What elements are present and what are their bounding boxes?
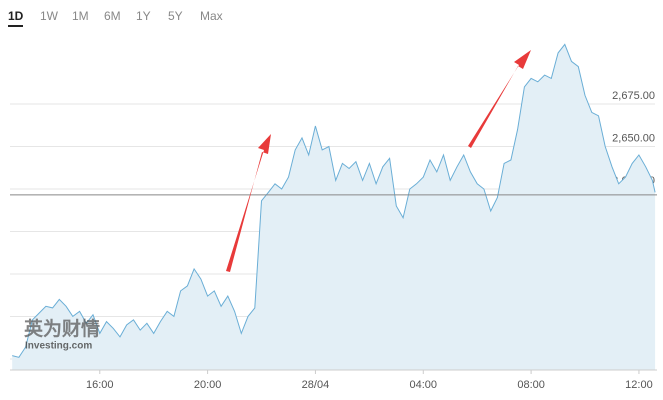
range-tab[interactable]: 1Y xyxy=(136,9,151,23)
x-tick-label: 08:00 xyxy=(517,379,545,391)
range-tab[interactable]: 1D xyxy=(8,9,24,23)
x-tick-label: 12:00 xyxy=(625,379,653,391)
range-tab[interactable]: 6M xyxy=(104,9,121,23)
range-tab[interactable]: 1M xyxy=(72,9,89,23)
x-tick-label: 16:00 xyxy=(86,379,114,391)
watermark-brand: 英为财情 xyxy=(24,317,100,340)
range-tab[interactable]: 5Y xyxy=(168,9,183,23)
plot: 1D1W1M6M1Y5YMax2,525.002,550.002,575.002… xyxy=(8,9,657,391)
y-tick-label: 2,650.00 xyxy=(612,132,655,144)
annotation-arrow xyxy=(468,50,531,148)
y-tick-label: 2,675.00 xyxy=(612,90,655,102)
watermark-site: Investing.com xyxy=(25,341,92,352)
price-line xyxy=(12,43,656,358)
x-tick-label: 20:00 xyxy=(194,379,222,391)
area-fill xyxy=(12,44,656,371)
range-tab[interactable]: 1W xyxy=(40,9,59,23)
x-tick-label: 28/04 xyxy=(302,379,330,391)
annotation-arrow xyxy=(226,134,271,272)
range-tab[interactable]: Max xyxy=(200,9,223,23)
x-tick-label: 04:00 xyxy=(410,379,438,391)
